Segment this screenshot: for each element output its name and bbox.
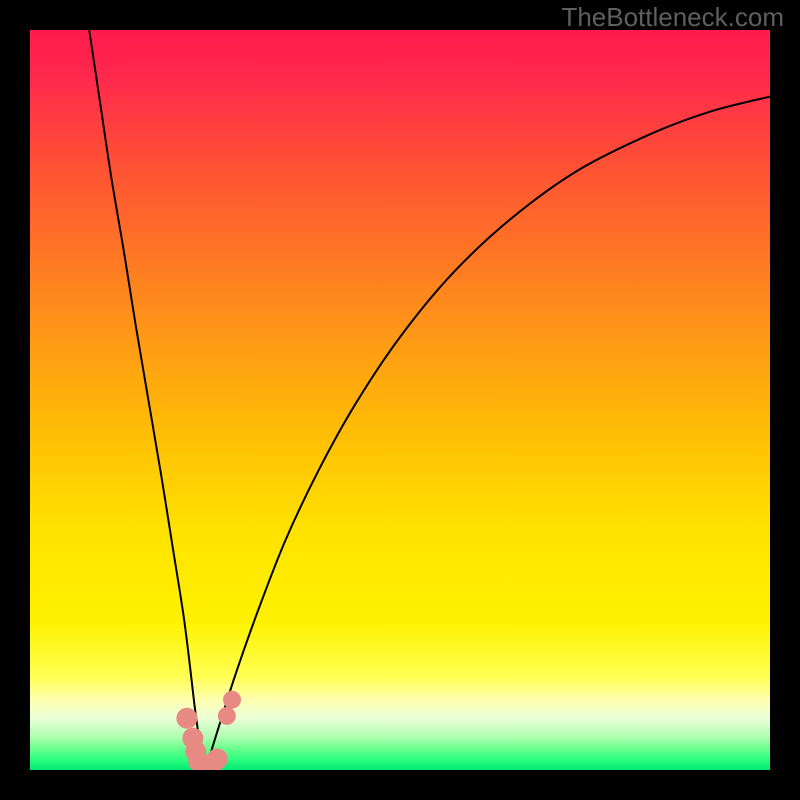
gradient-background [30,30,770,770]
marker-point [176,708,197,729]
plot-area [30,30,770,770]
marker-point [207,748,228,769]
watermark-text: TheBottleneck.com [561,2,784,33]
marker-point [218,707,236,725]
marker-point [223,691,241,709]
chart-root: TheBottleneck.com [0,0,800,800]
